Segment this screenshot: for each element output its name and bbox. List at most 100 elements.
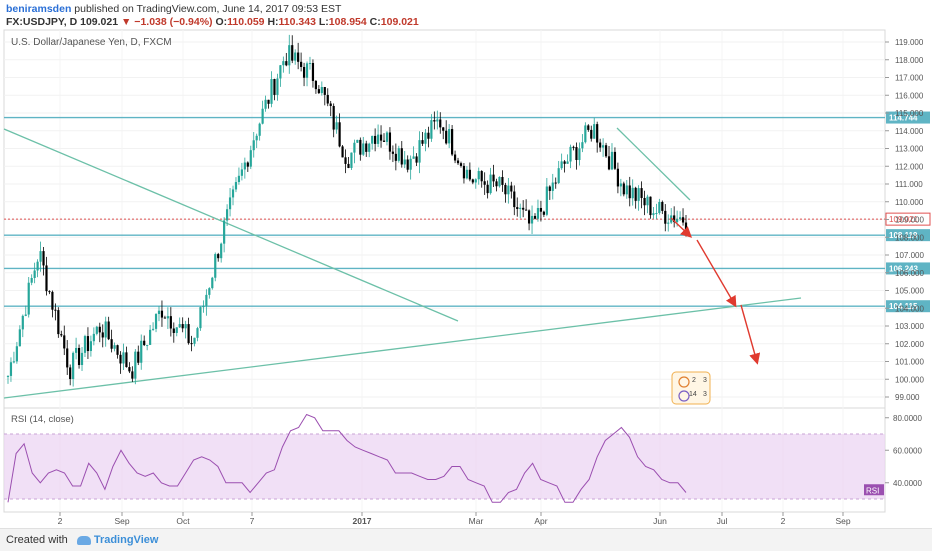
footer: Created with TradingView bbox=[0, 528, 932, 551]
candle bbox=[471, 179, 474, 183]
candle bbox=[326, 94, 329, 104]
rsi-line bbox=[7, 413, 687, 503]
candle bbox=[436, 119, 439, 122]
candle bbox=[223, 220, 226, 244]
event-badge[interactable]: 2 3 14 3 bbox=[671, 371, 711, 405]
short-trendline[interactable] bbox=[616, 127, 691, 201]
grid bbox=[4, 30, 885, 512]
trendlines[interactable] bbox=[3, 127, 802, 399]
candles bbox=[6, 34, 688, 387]
candle bbox=[480, 171, 483, 182]
candle bbox=[36, 261, 39, 271]
candle bbox=[590, 129, 593, 139]
time-tick-label: 7 bbox=[250, 516, 255, 526]
candle bbox=[379, 134, 383, 141]
time-tick-label: Oct bbox=[176, 516, 190, 526]
candle bbox=[175, 327, 178, 333]
candle bbox=[619, 183, 622, 187]
descending-trendline[interactable] bbox=[3, 128, 459, 322]
price-tick-label: 102.000 bbox=[895, 340, 924, 349]
candle bbox=[566, 161, 569, 164]
projection-arrow[interactable] bbox=[696, 239, 737, 308]
candle bbox=[433, 120, 436, 122]
candle bbox=[368, 143, 371, 152]
candle bbox=[557, 168, 560, 184]
price-tick-label: 110.000 bbox=[895, 198, 924, 207]
candle bbox=[412, 156, 415, 159]
projection-arrow[interactable] bbox=[740, 304, 761, 365]
candle bbox=[376, 134, 380, 144]
candle bbox=[98, 326, 101, 333]
candle bbox=[220, 243, 223, 259]
candle bbox=[403, 159, 406, 165]
candle bbox=[27, 282, 30, 315]
candle bbox=[137, 351, 140, 363]
candle bbox=[134, 351, 137, 379]
ascending-trendline[interactable] bbox=[3, 297, 802, 399]
candle bbox=[288, 45, 291, 66]
candle bbox=[18, 329, 21, 347]
candle bbox=[661, 201, 664, 211]
candle bbox=[199, 307, 202, 329]
candle bbox=[15, 346, 18, 362]
candle bbox=[270, 79, 273, 104]
level-price-tag: 108.119 bbox=[889, 231, 918, 240]
candle bbox=[205, 294, 208, 306]
rsi-tick-label: 40.0000 bbox=[893, 479, 922, 488]
candle bbox=[365, 143, 368, 152]
projection-arrows[interactable] bbox=[670, 217, 761, 365]
candle bbox=[394, 153, 397, 161]
candle bbox=[184, 324, 187, 329]
candle bbox=[587, 125, 590, 130]
candle bbox=[530, 215, 534, 224]
candle bbox=[110, 339, 113, 349]
candle bbox=[655, 213, 658, 215]
price-tick-label: 100.000 bbox=[895, 375, 924, 384]
candle bbox=[548, 186, 551, 191]
candle bbox=[60, 334, 63, 336]
candle bbox=[640, 188, 643, 198]
tradingview-brand-link[interactable]: TradingView bbox=[93, 534, 159, 546]
candle bbox=[113, 345, 116, 349]
open-value: 110.059 bbox=[227, 16, 265, 28]
candle bbox=[637, 188, 640, 201]
candle bbox=[157, 310, 161, 315]
candle bbox=[285, 61, 288, 66]
candle bbox=[445, 130, 448, 144]
candle bbox=[542, 211, 545, 215]
chart-canvas[interactable]: 114.744 108.119 106.243 104.115 109.021 80.0… bbox=[0, 0, 932, 528]
candle bbox=[33, 270, 36, 278]
candle bbox=[628, 185, 631, 199]
horizontal-levels[interactable]: 114.744 108.119 106.243 104.115 109.021 bbox=[4, 111, 931, 313]
candle bbox=[347, 163, 350, 168]
candle bbox=[382, 140, 386, 142]
candle bbox=[607, 156, 611, 170]
candle bbox=[504, 184, 507, 195]
candle bbox=[231, 189, 235, 198]
candle bbox=[465, 169, 469, 179]
candle bbox=[21, 315, 24, 330]
price-tick-label: 113.000 bbox=[895, 145, 924, 154]
high-label: H: bbox=[267, 16, 279, 28]
candle bbox=[400, 148, 403, 165]
candle bbox=[252, 140, 255, 151]
candle bbox=[69, 367, 72, 380]
candle bbox=[39, 251, 42, 262]
candle bbox=[539, 207, 543, 212]
candle bbox=[335, 122, 338, 130]
candle bbox=[397, 148, 400, 161]
time-tick-label: 2017 bbox=[353, 516, 372, 526]
candle bbox=[522, 207, 525, 210]
candle bbox=[48, 291, 51, 293]
projection-arrow[interactable] bbox=[670, 217, 693, 238]
candle bbox=[516, 207, 519, 210]
candle bbox=[323, 87, 326, 95]
candle bbox=[510, 185, 513, 192]
candle bbox=[302, 66, 306, 78]
candle bbox=[643, 197, 646, 206]
price-tick-label: 107.000 bbox=[895, 251, 924, 260]
candle bbox=[86, 336, 90, 352]
candle bbox=[119, 354, 122, 364]
time-tick-label: Jul bbox=[717, 516, 728, 526]
author-link[interactable]: beniramsden bbox=[6, 3, 72, 15]
